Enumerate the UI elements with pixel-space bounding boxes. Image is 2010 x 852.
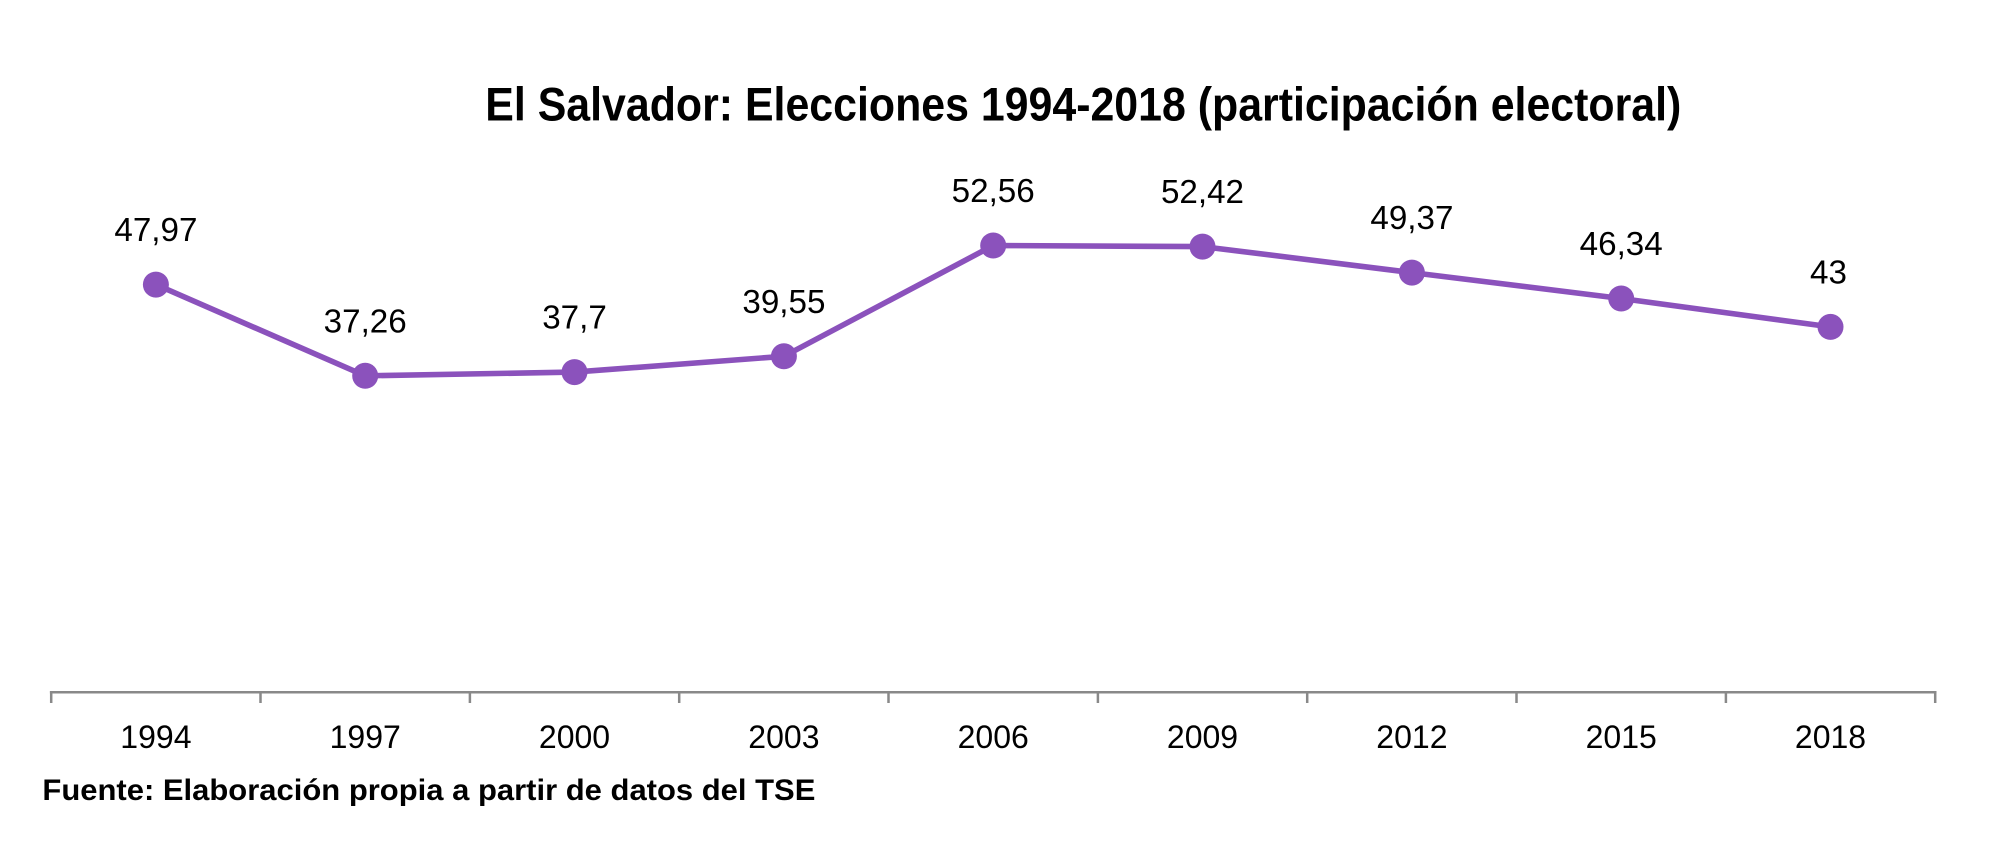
svg-text:1997: 1997 xyxy=(330,719,401,755)
svg-text:Fuente: Elaboración propia a p: Fuente: Elaboración propia a partir de d… xyxy=(42,774,815,807)
svg-text:37,26: 37,26 xyxy=(324,303,407,340)
svg-text:El Salvador: Elecciones 1994-2: El Salvador: Elecciones 1994-2018 (parti… xyxy=(485,78,1681,131)
svg-text:1994: 1994 xyxy=(120,719,191,755)
svg-text:2012: 2012 xyxy=(1376,719,1447,755)
svg-text:47,97: 47,97 xyxy=(114,212,197,249)
svg-text:39,55: 39,55 xyxy=(742,284,825,321)
svg-text:2003: 2003 xyxy=(748,719,819,755)
svg-text:2015: 2015 xyxy=(1586,719,1657,755)
svg-text:2009: 2009 xyxy=(1167,719,1238,755)
svg-text:2018: 2018 xyxy=(1795,719,1866,755)
svg-text:52,56: 52,56 xyxy=(952,173,1035,210)
svg-text:43: 43 xyxy=(1810,254,1847,291)
svg-text:49,37: 49,37 xyxy=(1370,200,1453,237)
svg-text:2006: 2006 xyxy=(958,719,1029,755)
svg-text:52,42: 52,42 xyxy=(1161,174,1244,211)
svg-text:37,7: 37,7 xyxy=(542,300,607,337)
svg-text:46,34: 46,34 xyxy=(1580,226,1663,263)
svg-text:2000: 2000 xyxy=(539,719,610,755)
